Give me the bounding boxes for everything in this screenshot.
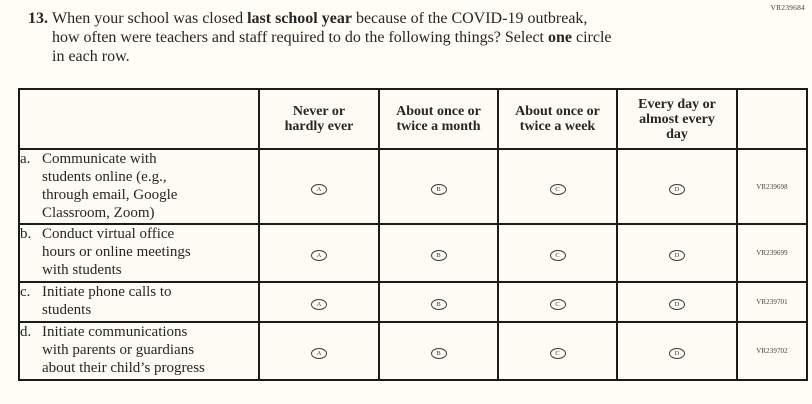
column-header-once-twice-month: About once or twice a month (378, 88, 499, 150)
answer-bubble-b[interactable]: B (430, 299, 447, 310)
row-d-option-cell-c: C (497, 321, 618, 381)
row-letter: c. (20, 284, 31, 300)
row-letter: b. (20, 226, 32, 242)
table-row-b: b. Conduct virtual office hours or onlin… (18, 223, 808, 283)
question-13: 13. When your school was closed last sch… (28, 9, 612, 66)
header-row: Never or hardly ever About once or twice… (18, 88, 808, 150)
row-letter: a. (20, 151, 31, 167)
row-b-option-cell-c: C (497, 223, 618, 283)
row-c-option-cell-a: A (258, 281, 380, 323)
answer-bubble-a[interactable]: A (311, 183, 327, 195)
answer-bubble-d[interactable]: D (669, 299, 685, 310)
table-row-c: c. Initiate phone calls to students A B … (18, 281, 808, 323)
row-b-option-cell-d: D (616, 223, 738, 283)
row-d-option-cell-d: D (616, 321, 738, 381)
question-line-2: how often were teachers and staff requir… (52, 29, 612, 46)
row-d-option-cell-b: B (378, 321, 499, 381)
answer-bubble-a[interactable]: A (311, 348, 327, 359)
answer-bubble-a[interactable]: A (311, 250, 327, 261)
row-d-stem: d. Initiate communications with parents … (18, 321, 260, 381)
row-text: Conduct virtual office hours or online m… (42, 226, 191, 278)
code-column-header (736, 88, 808, 150)
answer-bubble-d[interactable]: D (669, 250, 685, 261)
question-line-1: When your school was closed last school … (52, 10, 588, 27)
row-a-option-cell-d: D (616, 148, 738, 225)
question-number: 13. (28, 10, 48, 27)
answer-bubble-c[interactable]: C (549, 250, 566, 261)
table-row-a: a. Communicate with students online (e.g… (18, 148, 808, 225)
row-d-option-cell-a: A (258, 321, 380, 381)
answer-bubble-d[interactable]: D (669, 183, 685, 195)
row-a-option-cell-c: C (497, 148, 618, 225)
row-a-option-cell-a: A (258, 148, 380, 225)
column-header-once-twice-week: About once or twice a week (497, 88, 618, 150)
answer-bubble-a[interactable]: A (311, 299, 327, 310)
row-b-option-cell-b: B (378, 223, 499, 283)
row-text: Initiate communications with parents or … (42, 324, 205, 376)
row-c-code: VR239701 (736, 281, 808, 323)
answer-bubble-c[interactable]: C (549, 348, 566, 359)
question-text: When your school was closed last school … (52, 9, 612, 66)
row-text: Communicate with students online (e.g., … (42, 151, 178, 221)
stem-column-header (18, 88, 260, 150)
page-variable-code: VR239684 (770, 3, 805, 12)
row-c-stem: c. Initiate phone calls to students (18, 281, 260, 323)
row-c-option-cell-b: B (378, 281, 499, 323)
answer-bubble-c[interactable]: C (549, 299, 566, 310)
row-letter: d. (20, 324, 32, 340)
row-b-code: VR239699 (736, 223, 808, 283)
row-c-option-cell-c: C (497, 281, 618, 323)
row-a-stem: a. Communicate with students online (e.g… (18, 148, 260, 225)
row-text: Initiate phone calls to students (42, 284, 172, 318)
question-line-3: in each row. (52, 48, 130, 65)
row-d-code: VR239702 (736, 321, 808, 381)
row-c-option-cell-d: D (616, 281, 738, 323)
row-a-code: VR239698 (736, 148, 808, 225)
answer-bubble-b[interactable]: B (430, 183, 447, 195)
column-header-every-day: Every day or almost every day (616, 88, 738, 150)
column-header-never: Never or hardly ever (258, 88, 380, 150)
answer-bubble-b[interactable]: B (430, 348, 447, 359)
row-a-option-cell-b: B (378, 148, 499, 225)
row-b-option-cell-a: A (258, 223, 380, 283)
answer-bubble-d[interactable]: D (669, 348, 685, 359)
answer-bubble-c[interactable]: C (549, 183, 566, 195)
response-grid: Never or hardly ever About once or twice… (18, 88, 808, 381)
answer-bubble-b[interactable]: B (430, 250, 447, 261)
row-b-stem: b. Conduct virtual office hours or onlin… (18, 223, 260, 283)
table-row-d: d. Initiate communications with parents … (18, 321, 808, 381)
